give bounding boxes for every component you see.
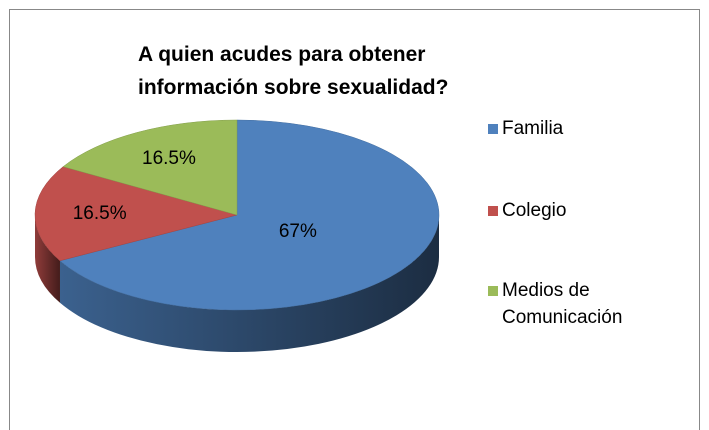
legend-swatch (488, 206, 498, 216)
legend-swatch (488, 124, 498, 134)
chart-border (9, 9, 700, 430)
pie-slice (59, 119, 440, 311)
legend-label: Colegio (502, 200, 567, 221)
slice-side (35, 215, 60, 303)
legend-label: Familia (502, 118, 564, 139)
pie-slice (62, 119, 238, 216)
slice-side (59, 215, 439, 352)
chart-title: A quien acudes para obtener información … (138, 43, 449, 99)
data-label: 67% (279, 221, 317, 242)
data-label: 16.5% (73, 203, 127, 224)
pie-slice (34, 166, 238, 262)
legend-label: Medios de Comunicación (502, 280, 623, 328)
legend-swatch (488, 286, 498, 296)
data-label: 16.5% (142, 148, 196, 169)
